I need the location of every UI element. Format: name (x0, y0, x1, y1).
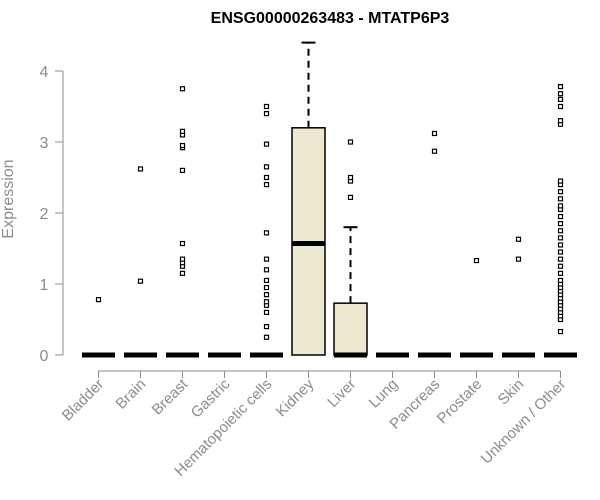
y-tick-label: 0 (40, 348, 49, 365)
outlier-point (515, 256, 522, 262)
outlier-point (431, 148, 438, 154)
box-series (82, 41, 577, 358)
box-brain (124, 166, 157, 358)
outlier-point (557, 270, 564, 276)
y-axis: 0 1 2 3 4 (40, 64, 64, 365)
outlier-point (263, 309, 270, 315)
x-tick-label: Liver (324, 376, 359, 411)
outlier-point (557, 228, 564, 234)
x-tick-label: Skin (495, 376, 528, 409)
outlier-point (179, 240, 186, 247)
x-tick-label: Brain (113, 376, 150, 413)
outlier-point (557, 196, 564, 202)
x-tick-label: Breast (149, 375, 192, 418)
outlier-point (263, 230, 270, 236)
outlier-point (179, 270, 186, 276)
outlier-point (263, 267, 270, 273)
x-tick-label: Bladder (59, 376, 108, 425)
outlier-point (557, 118, 564, 124)
y-tick-label: 3 (40, 135, 49, 152)
box-bladder (82, 297, 115, 358)
box-breast (166, 86, 199, 358)
box-prostate (460, 257, 493, 358)
outlier-point (263, 284, 270, 291)
box-hematopoietic-cells (250, 103, 283, 358)
outlier-point (557, 328, 564, 335)
outlier-point (263, 141, 270, 147)
outlier-point (263, 334, 270, 340)
outlier-point (515, 236, 522, 242)
outlier-point (473, 257, 480, 264)
outlier-point (557, 103, 564, 110)
outlier-point (263, 164, 270, 170)
outlier-point (137, 166, 144, 172)
outlier-point (179, 142, 186, 149)
outlier-point (557, 235, 564, 241)
outlier-point (557, 96, 564, 103)
outlier-point (263, 182, 270, 188)
outlier-point (557, 249, 564, 255)
outlier-point (557, 213, 564, 220)
outlier-point (263, 277, 270, 284)
box-kidney (291, 41, 326, 356)
outlier-point (137, 278, 144, 284)
outlier-point (347, 194, 354, 200)
outlier-point (557, 263, 564, 269)
outlier-point (557, 221, 564, 227)
box-skin (502, 236, 535, 358)
outlier-point (557, 84, 564, 90)
outlier-point (95, 297, 102, 303)
box-pancreas (418, 130, 451, 358)
box-liver (333, 139, 368, 358)
chart-title: ENSG00000263483 - MTATP6P3 (211, 10, 450, 27)
outlier-point (431, 130, 438, 137)
outlier-point (263, 103, 270, 110)
y-tick-label: 4 (40, 64, 49, 81)
outlier-point (557, 203, 564, 209)
outlier-point (179, 128, 186, 134)
outlier-point (263, 299, 270, 305)
outlier-point (263, 292, 270, 298)
box-unknown-other (544, 84, 577, 358)
outlier-point (179, 256, 186, 262)
outlier-point (179, 86, 186, 92)
outlier-point (557, 91, 564, 97)
outlier-point (179, 167, 186, 173)
y-tick-label: 2 (40, 206, 49, 223)
outlier-point (557, 256, 564, 262)
outlier-point (263, 324, 270, 330)
x-tick-label: Prostate (434, 376, 486, 428)
y-tick-label: 1 (40, 277, 49, 294)
outlier-point (557, 277, 564, 284)
y-axis-label: Expression (0, 159, 17, 238)
outlier-point (347, 139, 354, 145)
outlier-point (347, 174, 354, 181)
box-body (333, 302, 368, 356)
x-tick-label: Lung (366, 376, 402, 412)
outlier-point (557, 242, 564, 248)
outlier-point (263, 256, 270, 262)
x-tick-label: Kidney (273, 375, 318, 420)
outlier-point (557, 189, 564, 195)
outlier-point (557, 178, 564, 184)
outlier-point (263, 110, 270, 117)
outlier-point (263, 174, 270, 181)
